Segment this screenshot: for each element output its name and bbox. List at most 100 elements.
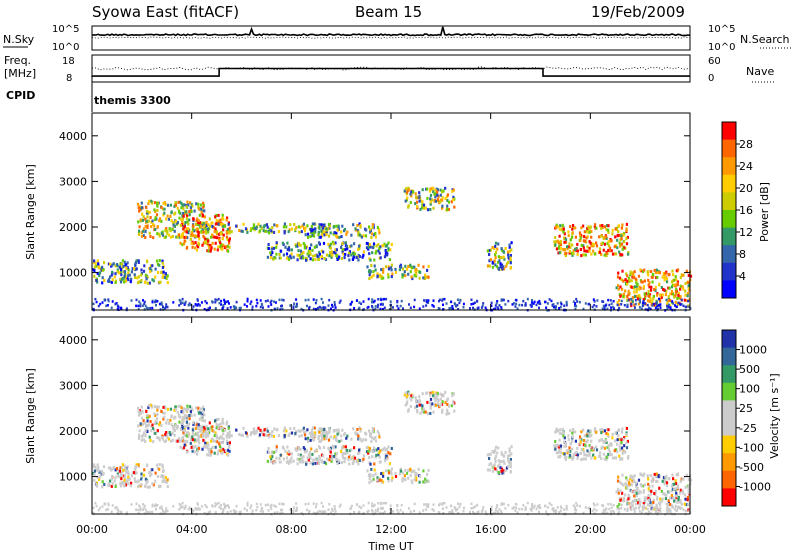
velocity-cell	[666, 508, 669, 512]
colorbar-tick-label: -25	[739, 422, 757, 435]
velocity-cell	[140, 477, 143, 481]
velocity-cell	[145, 481, 148, 485]
power-cell	[226, 244, 230, 248]
velocity-cell	[401, 477, 404, 481]
power-cell	[178, 216, 181, 220]
velocity-cell	[329, 446, 333, 450]
velocity-cell	[651, 484, 654, 488]
power-cell	[571, 235, 574, 239]
power-cell	[574, 235, 577, 239]
power-cell	[619, 243, 622, 247]
velocity-cell	[578, 435, 582, 439]
velocity-cell	[292, 509, 295, 512]
power-cell	[163, 211, 166, 215]
power-cell	[669, 299, 672, 302]
power-cell	[165, 305, 168, 309]
power-cell	[423, 277, 427, 280]
power-cell	[674, 275, 677, 279]
velocity-cell	[370, 479, 373, 483]
power-cell	[327, 227, 330, 231]
velocity-cell	[643, 496, 646, 500]
velocity-cell	[189, 507, 192, 511]
velocity-cell	[687, 478, 690, 481]
velocity-cell	[222, 421, 225, 425]
velocity-cell	[141, 416, 144, 420]
power-cell	[162, 270, 165, 274]
power-cell	[167, 217, 170, 221]
velocity-cell	[311, 462, 314, 466]
power-cell	[336, 255, 339, 259]
velocity-cell	[382, 502, 385, 505]
power-cell	[681, 285, 684, 289]
power-cell	[153, 208, 156, 212]
velocity-cell	[306, 428, 309, 432]
velocity-cell	[616, 438, 619, 442]
velocity-cell	[278, 457, 281, 460]
velocity-cell	[617, 434, 620, 437]
velocity-cell	[272, 461, 275, 465]
power-cell	[226, 307, 229, 310]
power-cell	[436, 193, 439, 197]
power-cell	[630, 279, 633, 283]
velocity-cell	[622, 496, 625, 500]
power-cell	[657, 271, 660, 275]
power-cell	[241, 229, 244, 233]
velocity-cell	[148, 485, 151, 489]
power-cell	[617, 230, 620, 233]
velocity-cell	[633, 494, 636, 498]
power-cell	[304, 298, 307, 302]
velocity-cell	[429, 404, 432, 408]
velocity-cell	[377, 507, 379, 511]
velocity-cell	[383, 446, 386, 450]
power-cell	[263, 224, 266, 228]
power-cell	[128, 273, 131, 277]
power-cell	[665, 289, 668, 293]
power-cell	[372, 242, 376, 246]
velocity-cell	[611, 436, 614, 440]
x-tick-label: 20:00	[574, 523, 606, 536]
velocity-cell	[190, 445, 193, 449]
power-cell	[163, 207, 166, 211]
power-cell	[306, 224, 309, 228]
velocity-cell	[202, 445, 205, 449]
velocity-cell	[606, 428, 609, 432]
velocity-cell	[381, 448, 384, 452]
power-cell	[335, 248, 338, 252]
velocity-cell	[220, 507, 222, 510]
velocity-cell	[328, 458, 331, 462]
velocity-cell	[225, 422, 228, 426]
power-cell	[199, 203, 203, 207]
velocity-cell	[259, 509, 262, 513]
velocity-cell	[180, 437, 183, 441]
power-cell	[331, 305, 334, 308]
power-cell	[616, 301, 619, 305]
velocity-cell	[207, 434, 210, 438]
velocity-cell	[372, 474, 375, 478]
velocity-cell	[97, 466, 100, 470]
power-cell	[491, 265, 494, 269]
power-cell	[307, 235, 310, 239]
power-cell	[332, 232, 335, 236]
power-cell	[151, 278, 154, 282]
power-cell	[329, 242, 333, 246]
colorbar-tick-label: 20	[739, 182, 753, 195]
velocity-cell	[222, 432, 225, 436]
power-cell	[198, 304, 201, 307]
power-cell	[320, 223, 323, 227]
velocity-cell	[197, 423, 200, 427]
velocity-cell	[684, 493, 687, 497]
power-cell	[97, 262, 100, 266]
velocity-cell	[422, 509, 425, 512]
plot-title: Syowa East (fitACF)	[92, 3, 239, 21]
velocity-cell	[314, 461, 317, 465]
power-cell	[209, 306, 211, 309]
velocity-cell	[350, 437, 353, 441]
velocity-cell	[444, 401, 447, 405]
power-cell	[630, 298, 633, 301]
velocity-cell	[166, 418, 169, 422]
velocity-colorbar-frame	[721, 329, 737, 507]
power-cell	[559, 224, 562, 228]
velocity-cell	[427, 468, 430, 472]
velocity-cell	[499, 460, 502, 464]
power-cell	[642, 298, 645, 301]
